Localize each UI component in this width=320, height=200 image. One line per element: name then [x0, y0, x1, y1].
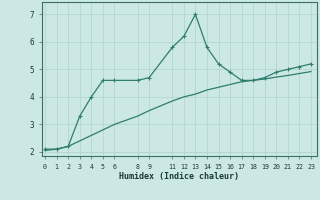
X-axis label: Humidex (Indice chaleur): Humidex (Indice chaleur)	[119, 172, 239, 181]
